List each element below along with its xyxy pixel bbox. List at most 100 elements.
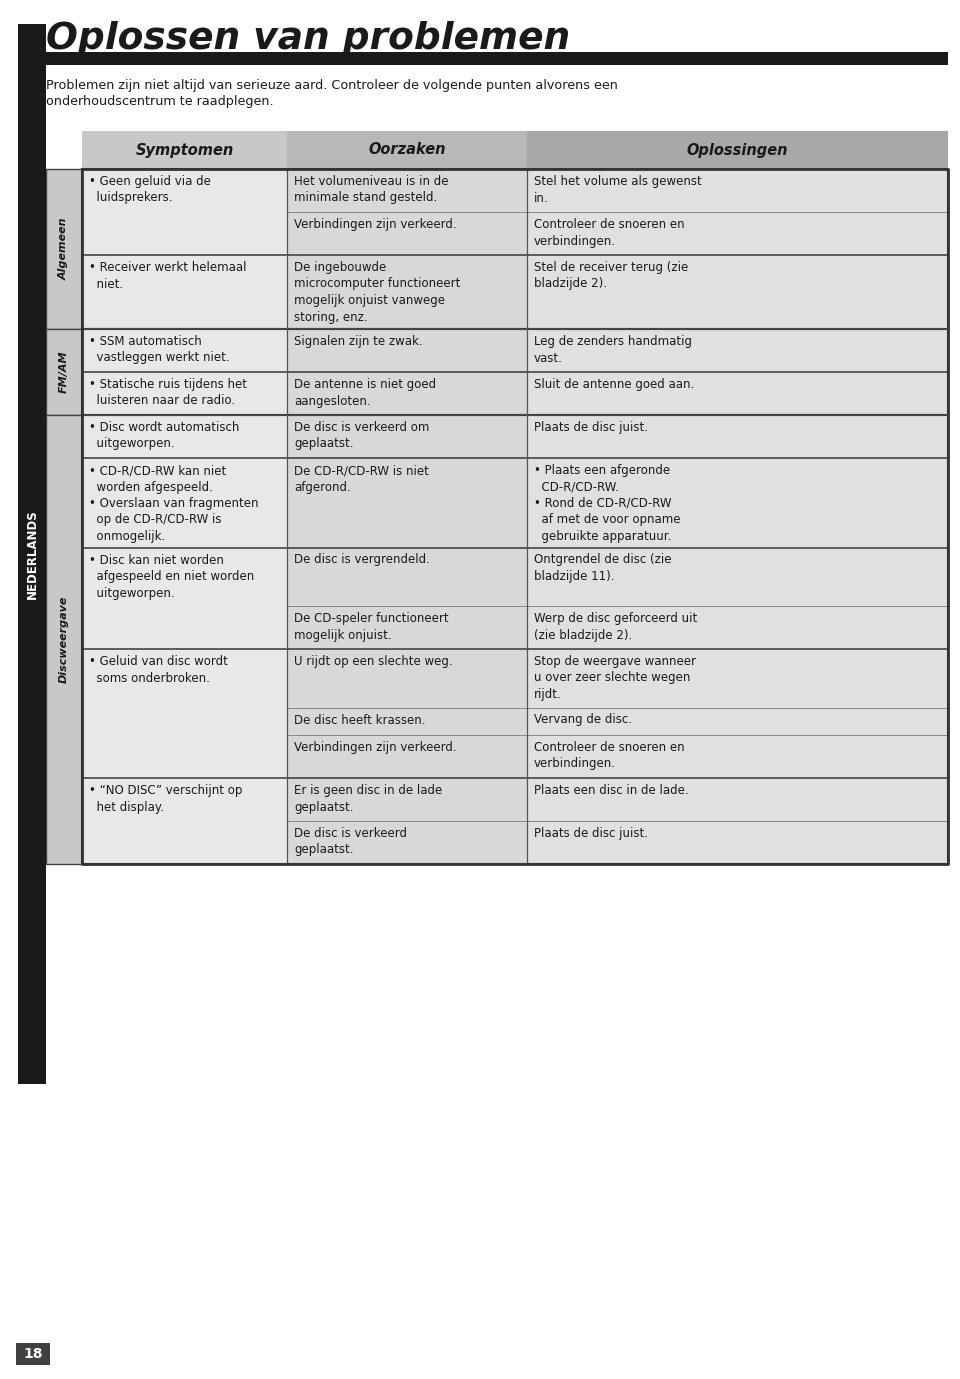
Text: Signalen zijn te zwak.: Signalen zijn te zwak. [294, 335, 422, 348]
Bar [82, 330, 287, 372]
Text: Het volumeniveau is in de
minimale stand gesteld.: Het volumeniveau is in de minimale stand… [294, 175, 448, 204]
Text: Algemeen: Algemeen [59, 218, 69, 280]
Bar [82, 707, 287, 735]
Text: onderhoudscentrum te raadplegen.: onderhoudscentrum te raadplegen. [46, 95, 274, 108]
Bar [527, 821, 948, 865]
Bar [287, 372, 527, 415]
Text: Er is geen disc in de lade
geplaatst.: Er is geen disc in de lade geplaatst. [294, 785, 443, 814]
Bar [82, 778, 287, 821]
Bar [287, 170, 527, 212]
FancyBboxPatch shape [83, 131, 286, 168]
Text: De disc is verkeerd
geplaatst.: De disc is verkeerd geplaatst. [294, 827, 407, 856]
Bar [82, 415, 287, 458]
Text: Plaats een disc in de lade.: Plaats een disc in de lade. [534, 785, 688, 797]
Bar [527, 212, 948, 255]
Bar [287, 330, 527, 372]
Text: De disc heeft krassen.: De disc heeft krassen. [294, 713, 425, 727]
Bar [287, 707, 527, 735]
Bar [46, 170, 82, 330]
Text: Stop de weergave wanneer
u over zeer slechte wegen
rijdt.: Stop de weergave wanneer u over zeer sle… [534, 655, 696, 701]
Bar [82, 170, 287, 212]
Text: • Receiver werkt helemaal
  niet.: • Receiver werkt helemaal niet. [89, 261, 247, 291]
Text: Werp de disc geforceerd uit
(zie bladzijde 2).: Werp de disc geforceerd uit (zie bladzij… [534, 612, 697, 641]
Bar [527, 372, 948, 415]
Bar [82, 131, 287, 170]
Text: Plaats de disc juist.: Plaats de disc juist. [534, 827, 648, 840]
Text: • Plaats een afgeronde
  CD-R/CD-RW.
• Rond de CD-R/CD-RW
  af met de voor opnam: • Plaats een afgeronde CD-R/CD-RW. • Ron… [534, 463, 681, 543]
FancyBboxPatch shape [288, 131, 526, 168]
Text: Symptomen: Symptomen [135, 142, 233, 157]
Text: Plaats de disc juist.: Plaats de disc juist. [534, 421, 648, 434]
Bar [46, 415, 82, 865]
Text: Vervang de disc.: Vervang de disc. [534, 713, 632, 727]
Text: U rijdt op een slechte weg.: U rijdt op een slechte weg. [294, 655, 452, 667]
Bar [287, 131, 527, 170]
Text: Problemen zijn niet altijd van serieuze aard. Controleer de volgende punten alvo: Problemen zijn niet altijd van serieuze … [46, 79, 618, 92]
Bar [287, 458, 527, 547]
Bar [82, 255, 287, 330]
Text: Oplossen van problemen: Oplossen van problemen [46, 21, 570, 57]
Bar [16, 1343, 50, 1365]
Bar [527, 605, 948, 650]
Bar [46, 330, 82, 415]
Text: De antenne is niet goed
aangesloten.: De antenne is niet goed aangesloten. [294, 378, 436, 408]
Bar [82, 821, 287, 865]
Bar [527, 131, 948, 170]
Text: Verbindingen zijn verkeerd.: Verbindingen zijn verkeerd. [294, 741, 457, 754]
Bar [287, 650, 527, 707]
Bar [287, 605, 527, 650]
Text: Stel het volume als gewenst
in.: Stel het volume als gewenst in. [534, 175, 702, 204]
Text: • Geen geluid via de
  luidsprekers.: • Geen geluid via de luidsprekers. [89, 175, 211, 204]
Text: Discweergave: Discweergave [59, 596, 69, 683]
Bar [527, 735, 948, 778]
Bar [82, 650, 287, 707]
Text: • “NO DISC” verschijnt op
  het display.: • “NO DISC” verschijnt op het display. [89, 785, 242, 814]
Bar [287, 255, 527, 330]
Text: De disc is verkeerd om
geplaatst.: De disc is verkeerd om geplaatst. [294, 421, 429, 451]
Text: • SSM automatisch
  vastleggen werkt niet.: • SSM automatisch vastleggen werkt niet. [89, 335, 229, 364]
Text: • Disc kan niet worden
  afgespeeld en niet worden
  uitgeworpen.: • Disc kan niet worden afgespeeld en nie… [89, 553, 254, 600]
Text: De ingebouwde
microcomputer functioneert
mogelijk onjuist vanwege
storing, enz.: De ingebouwde microcomputer functioneert… [294, 261, 461, 324]
Bar [82, 458, 287, 547]
Text: De CD-R/CD-RW is niet
afgerond.: De CD-R/CD-RW is niet afgerond. [294, 463, 429, 494]
Bar [527, 707, 948, 735]
Text: • Statische ruis tijdens het
  luisteren naar de radio.: • Statische ruis tijdens het luisteren n… [89, 378, 247, 408]
Text: • Disc wordt automatisch
  uitgeworpen.: • Disc wordt automatisch uitgeworpen. [89, 421, 239, 451]
Text: Sluit de antenne goed aan.: Sluit de antenne goed aan. [534, 378, 694, 392]
Bar [527, 330, 948, 372]
FancyBboxPatch shape [528, 131, 947, 168]
Text: Oorzaken: Oorzaken [369, 142, 445, 157]
Text: De disc is vergrendeld.: De disc is vergrendeld. [294, 553, 430, 567]
Bar [82, 605, 287, 650]
Bar [82, 212, 287, 255]
Text: Controleer de snoeren en
verbindingen.: Controleer de snoeren en verbindingen. [534, 218, 684, 247]
Bar [527, 650, 948, 707]
Bar [527, 547, 948, 605]
Bar [287, 212, 527, 255]
Bar [18, 23, 46, 1084]
Bar [527, 170, 948, 212]
Bar [287, 821, 527, 865]
Text: 18: 18 [23, 1347, 43, 1361]
Bar [287, 778, 527, 821]
Text: NEDERLANDS: NEDERLANDS [26, 509, 38, 598]
Bar [527, 415, 948, 458]
Bar [46, 52, 948, 65]
Bar [287, 415, 527, 458]
Text: • CD-R/CD-RW kan niet
  worden afgespeeld.
• Overslaan van fragmenten
  op de CD: • CD-R/CD-RW kan niet worden afgespeeld.… [89, 463, 258, 543]
Bar [82, 547, 287, 605]
Bar [82, 372, 287, 415]
Bar [287, 735, 527, 778]
Bar [527, 458, 948, 547]
Text: Verbindingen zijn verkeerd.: Verbindingen zijn verkeerd. [294, 218, 457, 232]
Text: FM/AM: FM/AM [59, 350, 69, 393]
Text: Ontgrendel de disc (zie
bladzijde 11).: Ontgrendel de disc (zie bladzijde 11). [534, 553, 671, 583]
Bar [82, 735, 287, 778]
Text: • Geluid van disc wordt
  soms onderbroken.: • Geluid van disc wordt soms onderbroken… [89, 655, 228, 684]
Text: Oplossingen: Oplossingen [686, 142, 788, 157]
Bar [527, 778, 948, 821]
Bar [287, 547, 527, 605]
Text: Controleer de snoeren en
verbindingen.: Controleer de snoeren en verbindingen. [534, 741, 684, 771]
Text: Leg de zenders handmatig
vast.: Leg de zenders handmatig vast. [534, 335, 692, 364]
Bar [527, 255, 948, 330]
